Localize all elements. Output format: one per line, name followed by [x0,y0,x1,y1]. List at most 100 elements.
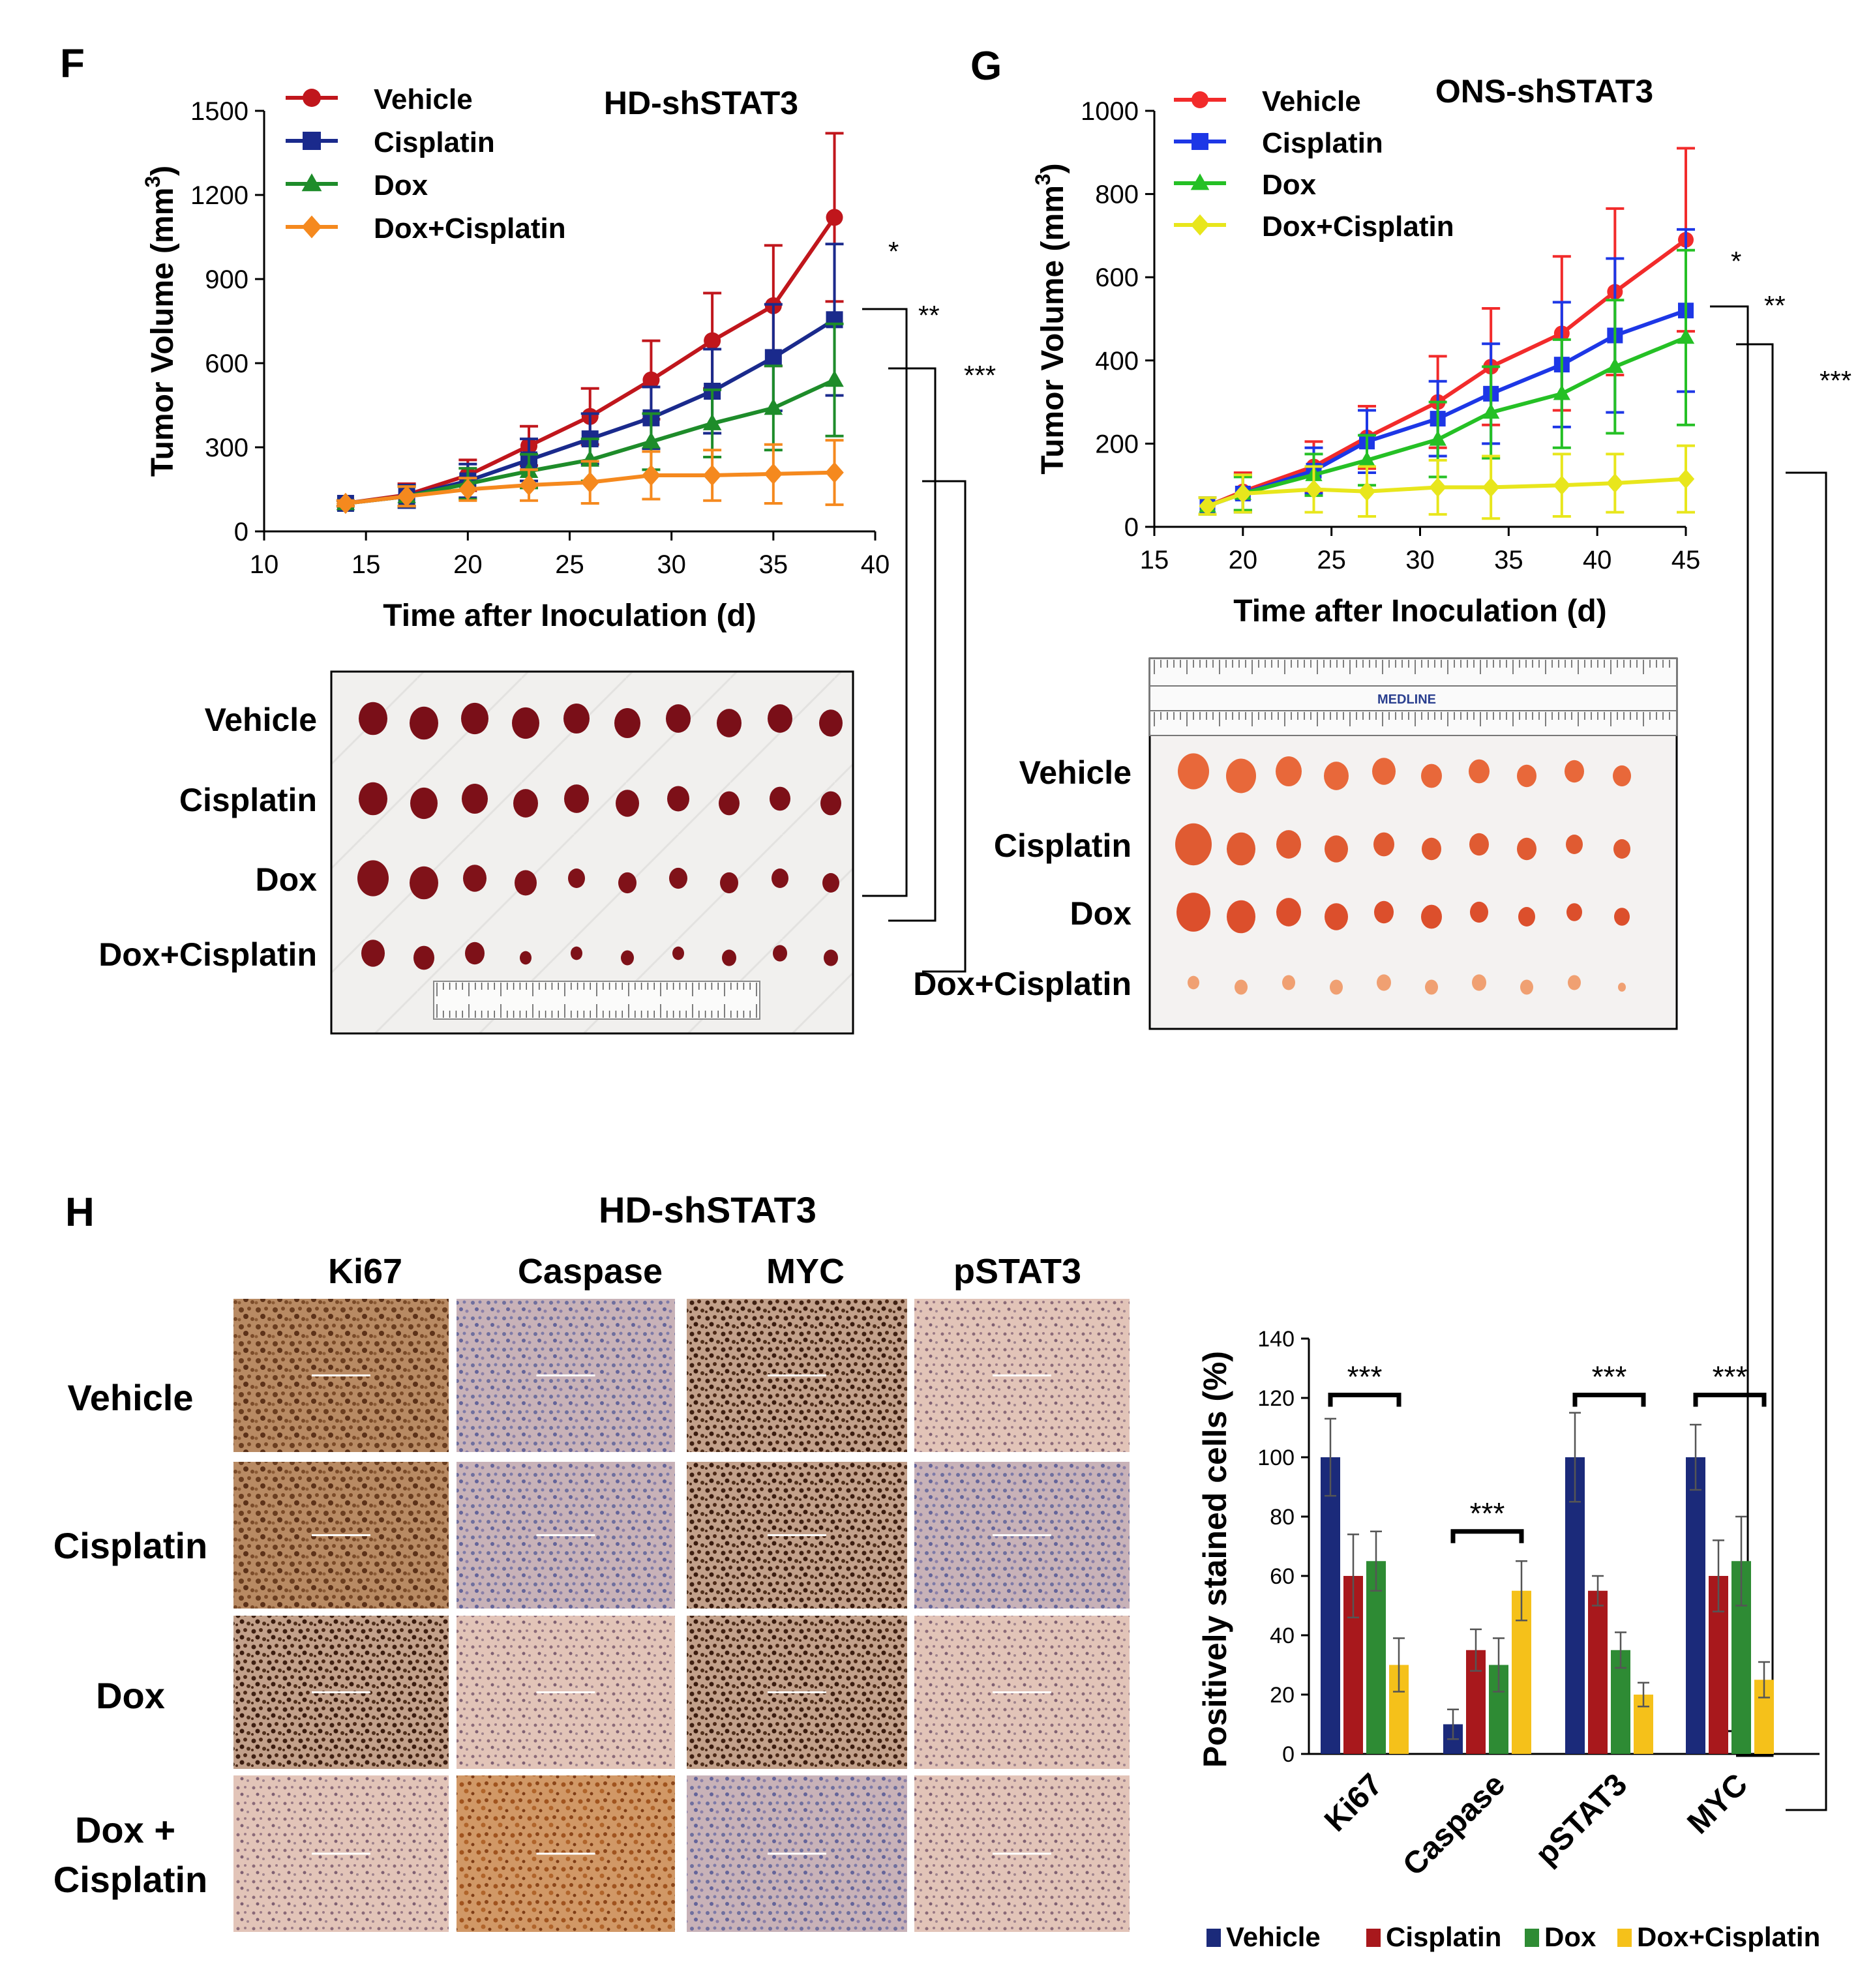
photo-row-label: Cisplatin [994,827,1131,864]
panel-letter: G [970,44,1002,89]
y-axis-label: Tumor Volume (mm3) [1031,163,1070,474]
ihc-panel: H HD-shSTAT3 Ki67 Caspase MYC pSTAT3 Vehicle Ci… [53,1189,1130,1932]
significance-label: * [1731,246,1741,276]
data-point [1305,479,1323,499]
data-point [1358,481,1376,501]
tumor-specimen [672,946,684,960]
y-tick-label: 20 [1270,1683,1295,1708]
x-tick-label: 30 [1405,546,1435,574]
y-axis-label-text: Tumor Volume (mm [1036,185,1070,475]
tumor-specimen [720,872,738,894]
legend-label: Dox+Cisplatin [1262,211,1454,243]
tumor-specimen [359,702,387,735]
data-point [1190,173,1210,190]
chart-title: ONS-shSTAT3 [1435,73,1653,110]
tumor-specimen [513,789,538,818]
y-tick-label: 0 [234,518,248,546]
y-tick-label: 300 [205,434,248,462]
tumor-photo-G: MEDLINE Vehicle Cisplatin Dox Dox+Cisplatin [913,657,1678,1030]
tumor-specimen [1373,832,1394,857]
legend-label: Cisplatin [1262,127,1383,159]
legend-swatch [1206,1929,1221,1947]
tumor-specimen [568,868,585,888]
bar [1366,1561,1386,1754]
significance-bracket [1572,1392,1646,1407]
significance-bracket [1710,305,1749,1732]
data-point [702,464,722,486]
tumor-specimen [1568,975,1581,990]
bar-chart-H: 0 20 40 60 80 100 120 140 Positively stained cel… [1197,1327,1820,1952]
series-dox-cisplatin [336,439,844,514]
x-axis-label: Time after Inoculation (d) [383,599,756,633]
tumor-specimen [621,950,634,966]
significance-label: ** [1764,290,1786,321]
tumor-specimen [1469,833,1489,856]
ihc-column-label: Caspase [518,1252,663,1291]
y-tick-label: 600 [1095,263,1139,292]
x-tick-label: 15 [352,550,381,579]
tumor-specimen [1325,835,1348,863]
tumor-specimen [614,708,640,738]
x-tick-label: 25 [555,550,584,579]
tumor-specimen [822,873,839,893]
ihc-row-label: Cisplatin [53,1525,207,1566]
series-dox-cisplatin [1198,444,1695,520]
series-dox [1198,248,1695,516]
tumor-specimen [1618,983,1626,992]
significance-bracket [1736,343,1774,1757]
photo-row-label: Dox+Cisplatin [98,936,317,973]
y-tick-label: 100 [1257,1446,1295,1470]
tumor-specimen [465,942,485,965]
y-tick-label: 800 [1095,181,1139,209]
x-tick-label: 30 [657,550,686,579]
legend-swatch [1617,1929,1632,1947]
tumor-specimen [564,784,589,813]
tumor-specimen [1421,764,1442,788]
y-tick-label: 900 [205,265,248,294]
y-axis-label: Positively stained cells (%) [1197,1351,1233,1768]
ihc-column-label: pSTAT3 [953,1252,1081,1291]
legend-label: Dox+Cisplatin [374,213,566,245]
tumor-specimen [1372,758,1396,785]
tumor-specimen [666,704,691,733]
ihc-row-label: Vehicle [67,1377,193,1418]
y-axis-label-sup: 3 [141,176,164,188]
tumor-specimen [1235,979,1248,995]
tumor-specimen [361,940,385,967]
data-point [1606,473,1624,494]
data-point [580,471,600,493]
y-tick-label: 140 [1257,1327,1295,1352]
data-point [1677,328,1695,344]
tumor-specimen [520,951,532,965]
y-tick-label: 1000 [1081,97,1139,126]
legend-label: Cisplatin [1386,1921,1501,1952]
legend-swatch [1525,1929,1539,1947]
data-point [1234,483,1252,503]
data-point [336,492,355,514]
data-point [1191,133,1208,150]
tumor-specimen [772,868,788,888]
tumor-specimen [1175,823,1212,866]
tumor-specimen [770,786,790,811]
tumor-specimen [1472,974,1486,991]
bar [1321,1457,1340,1754]
y-tick-label: 1200 [190,181,248,210]
x-tick-label: 45 [1671,546,1701,574]
x-tick-label: 35 [1494,546,1523,574]
photo-row-label: Dox [256,861,318,898]
tumor-specimen [1227,900,1255,934]
y-axis-label: Tumor Volume (mm3) [141,166,180,477]
tumor-specimen [1227,832,1255,866]
tumor-specimen [1330,979,1343,995]
significance-label: *** [1347,1359,1383,1393]
significance-label: *** [964,360,996,391]
significance-label: ** [918,300,940,331]
ihc-row-label: Cisplatin [53,1859,207,1900]
y-tick-label: 40 [1270,1624,1295,1648]
x-axis-label: Time after Inoculation (d) [1233,594,1606,629]
data-point [301,173,322,192]
legend-label: Cisplatin [374,126,495,158]
significance-label: *** [1820,365,1851,396]
tumor-specimen [1613,765,1631,787]
